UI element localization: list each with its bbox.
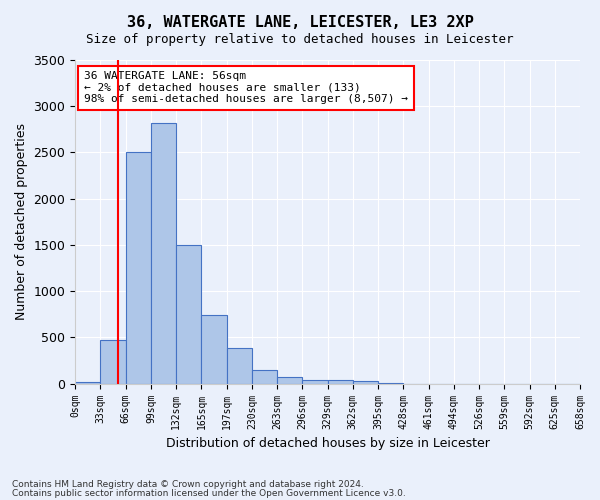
Bar (202, 316, 227, 384)
Text: 36 WATERGATE LANE: 56sqm
← 2% of detached houses are smaller (133)
98% of semi-d: 36 WATERGATE LANE: 56sqm ← 2% of detache… (84, 71, 408, 104)
Bar (125, 152, 151, 384)
Text: Contains HM Land Registry data © Crown copyright and database right 2024.: Contains HM Land Registry data © Crown c… (12, 480, 364, 489)
Bar (176, 245, 202, 384)
Bar (151, 123, 176, 384)
Bar (277, 377, 302, 384)
Bar (328, 380, 353, 384)
Text: Size of property relative to detached houses in Leicester: Size of property relative to detached ho… (86, 32, 514, 46)
Bar (353, 382, 378, 384)
Bar (75, 382, 100, 384)
Bar (252, 370, 277, 384)
X-axis label: Distribution of detached houses by size in Leicester: Distribution of detached houses by size … (166, 437, 490, 450)
Bar (100, 340, 125, 384)
Bar (302, 380, 328, 384)
Text: Contains public sector information licensed under the Open Government Licence v3: Contains public sector information licen… (12, 488, 406, 498)
Bar (227, 348, 252, 384)
Text: 36, WATERGATE LANE, LEICESTER, LE3 2XP: 36, WATERGATE LANE, LEICESTER, LE3 2XP (127, 15, 473, 30)
Y-axis label: Number of detached properties: Number of detached properties (15, 124, 28, 320)
